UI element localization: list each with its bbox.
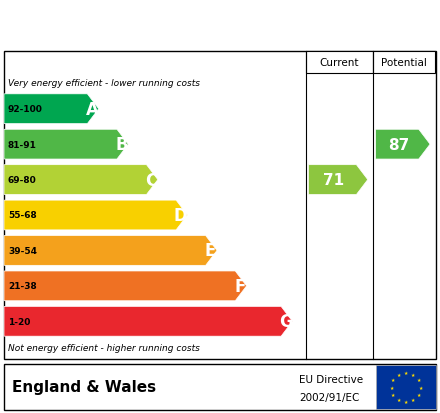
- Text: Potential: Potential: [381, 58, 427, 68]
- Polygon shape: [4, 236, 217, 266]
- Polygon shape: [4, 130, 128, 160]
- Text: 39-54: 39-54: [8, 246, 37, 255]
- Text: ★: ★: [411, 397, 415, 402]
- Text: 71: 71: [323, 173, 344, 188]
- Text: ★: ★: [404, 399, 408, 404]
- Text: E: E: [205, 242, 216, 260]
- Text: ★: ★: [396, 397, 401, 402]
- Text: B: B: [115, 136, 128, 154]
- Text: ★: ★: [396, 372, 401, 377]
- Text: Energy Efficiency Rating: Energy Efficiency Rating: [11, 15, 290, 34]
- Bar: [373, 52, 435, 74]
- Text: 81-91: 81-91: [8, 140, 37, 149]
- Text: ★: ★: [418, 385, 422, 389]
- Text: 92-100: 92-100: [8, 105, 43, 114]
- Bar: [4, 364, 436, 410]
- Text: 69-80: 69-80: [8, 176, 37, 185]
- Text: ★: ★: [404, 370, 408, 375]
- Text: 87: 87: [388, 137, 409, 152]
- Polygon shape: [4, 201, 187, 230]
- Text: A: A: [85, 100, 98, 119]
- Text: England & Wales: England & Wales: [12, 380, 156, 394]
- Text: F: F: [234, 277, 246, 295]
- Text: EU Directive: EU Directive: [299, 374, 363, 384]
- Bar: [306, 52, 373, 74]
- Text: D: D: [174, 206, 187, 224]
- Text: ★: ★: [389, 385, 393, 389]
- Text: ★: ★: [391, 392, 396, 397]
- Polygon shape: [4, 165, 158, 195]
- Text: Not energy efficient - higher running costs: Not energy efficient - higher running co…: [8, 344, 200, 353]
- Text: ★: ★: [391, 377, 396, 382]
- Polygon shape: [4, 95, 99, 124]
- Text: 21-38: 21-38: [8, 282, 37, 291]
- Text: ★: ★: [411, 372, 415, 377]
- Polygon shape: [376, 130, 430, 160]
- Text: 1-20: 1-20: [8, 317, 30, 326]
- Text: ★: ★: [416, 377, 421, 382]
- Text: C: C: [145, 171, 157, 189]
- Text: G: G: [279, 313, 293, 330]
- Polygon shape: [308, 165, 368, 195]
- Text: 2002/91/EC: 2002/91/EC: [299, 392, 359, 402]
- Text: Very energy efficient - lower running costs: Very energy efficient - lower running co…: [8, 78, 200, 87]
- Text: 55-68: 55-68: [8, 211, 37, 220]
- Text: ★: ★: [416, 392, 421, 397]
- Text: Current: Current: [320, 58, 359, 68]
- Polygon shape: [4, 307, 293, 336]
- Polygon shape: [4, 271, 246, 301]
- Bar: [376, 365, 436, 409]
